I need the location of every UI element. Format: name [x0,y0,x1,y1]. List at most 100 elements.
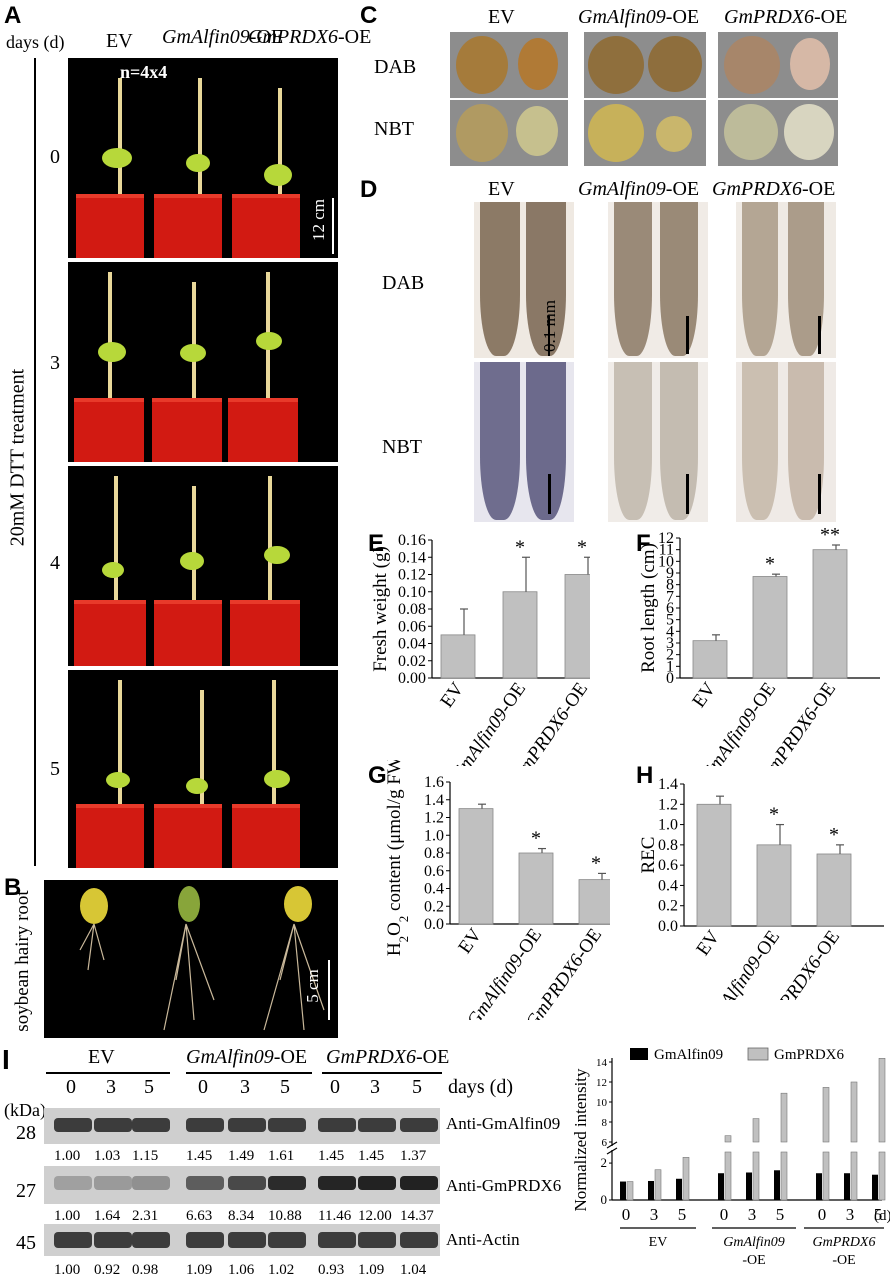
col-ev-label: EV [488,6,515,28]
x-tick-label: 3 [748,1205,757,1224]
bar-gmprdx6 [682,1157,690,1201]
bar-gmprdx6 [780,1151,788,1201]
x-tick-label: 5 [776,1205,785,1224]
kda-label: (kDa) [4,1100,46,1120]
bar-gmprdx6 [626,1181,634,1201]
quant-value: 1.00 [54,1262,81,1278]
bar [752,576,788,679]
blot-band [318,1232,356,1248]
panel-d-letter: D [360,176,378,203]
antibody-label: Anti-Actin [446,1230,520,1249]
bar-gmprdx6-upper [822,1087,830,1143]
y-axis-label: REC [638,837,659,874]
blot-band [54,1176,92,1190]
blot-band [358,1232,396,1248]
y-tick-label: 0.2 [424,898,444,915]
blot-band [94,1176,132,1190]
blot-band [228,1176,266,1190]
y-tick-label: 0.14 [398,549,426,566]
bar-gmprdx6 [654,1169,662,1201]
days-header: days (d) [6,32,65,52]
bar-gmalfin09 [774,1170,780,1200]
group-prdx-label: GmPRDX6-OE [326,1046,450,1068]
x-tick-label: 5 [874,1205,883,1224]
group-label-suffix: -OE [832,1253,855,1268]
y-tick-label: 1.2 [424,810,444,827]
lane-day-label: 5 [280,1076,290,1098]
significance-mark: * [765,553,775,575]
y-tick-label: 0.8 [424,845,444,862]
bar-gmalfin09 [746,1172,752,1200]
root-nbt-prdx [736,362,836,522]
lane-day-label: 0 [198,1076,208,1098]
quant-value: 1.49 [228,1148,255,1164]
y-tick-label: 0.12 [398,567,426,584]
bar-gmalfin09 [648,1180,654,1200]
size-label: 28 [16,1122,36,1144]
root-nbt-alfin [608,362,708,522]
y-tick-label: 0 [601,1192,608,1207]
blot-band [94,1232,132,1248]
n-label: n=4x4 [120,62,168,82]
y-tick-label: 0.4 [424,881,444,898]
y-tick-label: 9 [666,565,674,582]
plant-photo-day-3 [68,262,338,462]
lane-day-label: 5 [144,1076,154,1098]
y-axis-label: Root length (cm) [638,543,659,673]
bar [696,803,732,927]
bar-gmalfin09 [844,1173,850,1200]
y-axis-label: Normalized intensity [571,1068,590,1212]
lane-day-label: 0 [66,1076,76,1098]
bar [812,549,848,679]
lane-day-label: 3 [106,1076,116,1098]
panel-c-letter: C [360,2,378,29]
y-tick-label: 0.10 [398,584,426,601]
bar-gmalfin09 [718,1173,724,1200]
root-dab-alfin [608,202,708,358]
day-label: 3 [50,352,60,374]
bar [502,591,538,679]
bar [578,879,610,925]
quant-value: 12.00 [358,1208,392,1224]
group-underline [186,1072,312,1074]
quant-value: 1.37 [400,1148,427,1164]
y-axis-label: H2O2 content (μmol/g FW) [384,760,411,956]
quant-value: 1.06 [228,1262,255,1278]
treatment-line [34,58,36,866]
blot-band [358,1118,396,1132]
root-dab-prdx [736,202,836,358]
col-ev-label: EV [488,178,515,200]
col-prdx-label: GmPRDX6-OE [248,26,372,48]
quant-value: 0.93 [318,1262,345,1278]
significance-mark: * [515,536,525,558]
bar [440,634,476,679]
quant-value: 8.34 [228,1208,255,1224]
significance-mark: ** [820,528,840,546]
x-tick-label: EV [688,679,720,712]
y-tick-label: 8 [666,577,674,594]
significance-mark: * [591,852,601,874]
blot-band [54,1232,92,1248]
y-tick-label: 1 [666,658,674,675]
plant-photo-day-0: n=4x4 12 cm [68,58,338,258]
antibody-label: Anti-GmAlfin09 [446,1114,561,1133]
x-tick-label: 0 [720,1205,729,1224]
y-tick-label: 1.0 [424,827,444,844]
group-underline [322,1072,442,1074]
group-label-suffix: -OE [742,1253,765,1268]
y-tick-label: 0.6 [658,857,678,874]
x-tick-label: EV [692,927,724,960]
panel-f-letter: F [636,530,651,557]
group-label: GmPRDX6 [813,1235,876,1250]
root-strands [79,923,325,1031]
row-nbt-label: NBT [374,118,414,140]
quant-value: 0.92 [94,1262,121,1278]
group-label: EV [649,1235,668,1250]
x-tick-label: EV [436,679,468,712]
day-label: 4 [50,552,60,574]
quant-value: 1.00 [54,1208,81,1224]
quant-value: 1.02 [268,1262,295,1278]
y-tick-label: 1.6 [424,774,444,791]
legend-swatch [630,1048,648,1060]
leaf-dab-alfin [584,32,706,98]
